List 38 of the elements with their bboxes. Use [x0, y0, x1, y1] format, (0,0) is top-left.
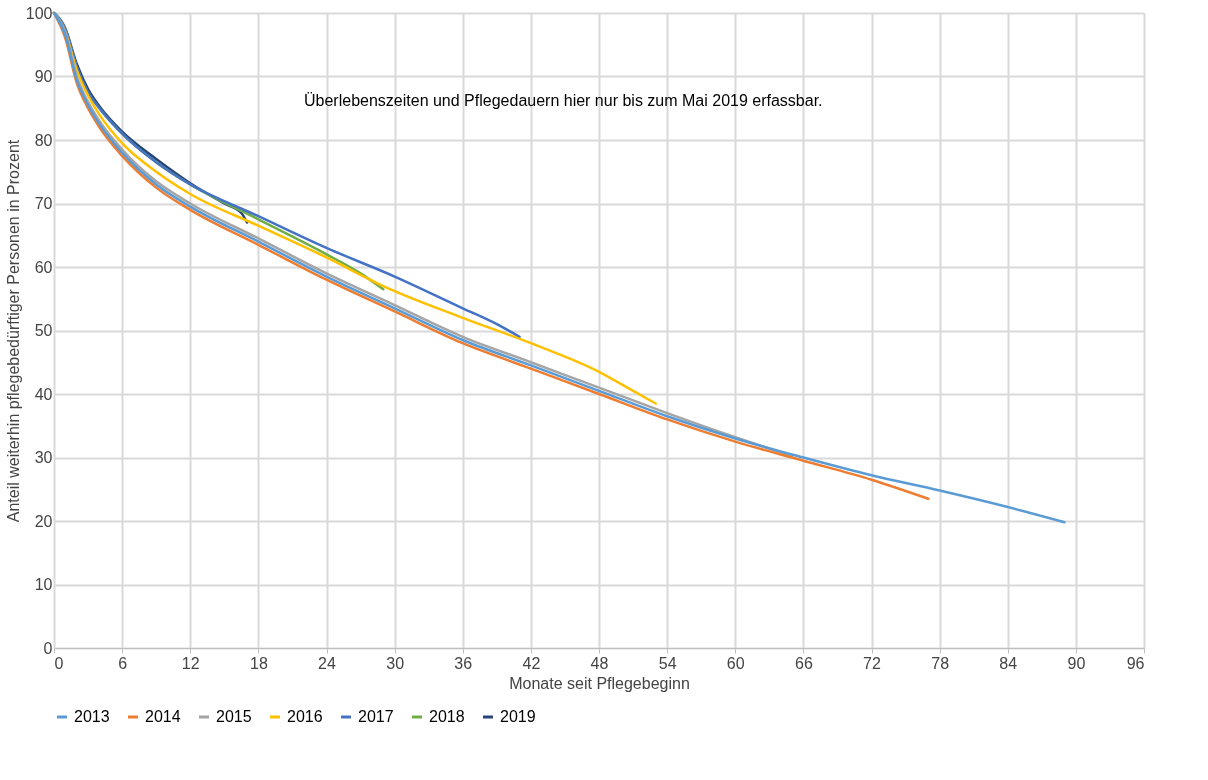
x-tick-label: 6 [118, 654, 128, 672]
annotation: Überlebenszeiten und Pflegedauern hier nur bis zum Mai 2019 erfassbar. [304, 92, 823, 109]
x-tick-label: 84 [999, 654, 1018, 672]
legend-label: 2019 [500, 708, 536, 725]
x-tick-label: 66 [794, 654, 813, 672]
x-tick-label: 18 [249, 654, 268, 672]
legend-label: 2017 [358, 708, 394, 725]
y-tick-label: 60 [34, 258, 53, 276]
x-tick-label: 36 [454, 654, 473, 672]
x-tick-label: 78 [931, 654, 950, 672]
x-tick-label: 90 [1067, 654, 1086, 672]
y-tick-label: 30 [34, 449, 53, 466]
x-tick-label: 72 [863, 654, 881, 672]
y-tick-label: 90 [34, 68, 53, 85]
x-tick-label: 12 [181, 654, 200, 672]
y-axis-title: Anteil weiterhin pflegebedürftiger Personen in Prozent [4, 139, 22, 523]
legend-label: 2015 [216, 708, 252, 725]
x-axis-title: Monate seit Pflegebeginn [509, 674, 690, 692]
legend-label: 2013 [74, 708, 110, 725]
y-tick-label: 10 [34, 576, 53, 593]
x-tick-label: 96 [1126, 654, 1145, 672]
y-tick-label: 100 [25, 4, 53, 22]
x-tick-label: 0 [54, 654, 64, 672]
y-tick-label: 50 [34, 322, 53, 339]
y-tick-label: 70 [34, 195, 53, 212]
y-tick-label: 0 [43, 639, 53, 657]
x-tick-label: 54 [658, 654, 677, 672]
y-tick-label: 40 [34, 385, 53, 403]
x-tick-label: 42 [522, 654, 541, 672]
legend-label: 2014 [145, 708, 181, 725]
x-tick-label: 48 [590, 654, 609, 672]
legend-label: 2016 [287, 708, 323, 725]
x-tick-label: 60 [726, 654, 745, 672]
x-tick-label: 30 [386, 654, 405, 672]
y-tick-label: 20 [34, 512, 53, 530]
x-tick-label: 24 [318, 654, 336, 672]
legend-label: 2018 [429, 708, 465, 725]
y-tick-label: 80 [34, 131, 53, 149]
